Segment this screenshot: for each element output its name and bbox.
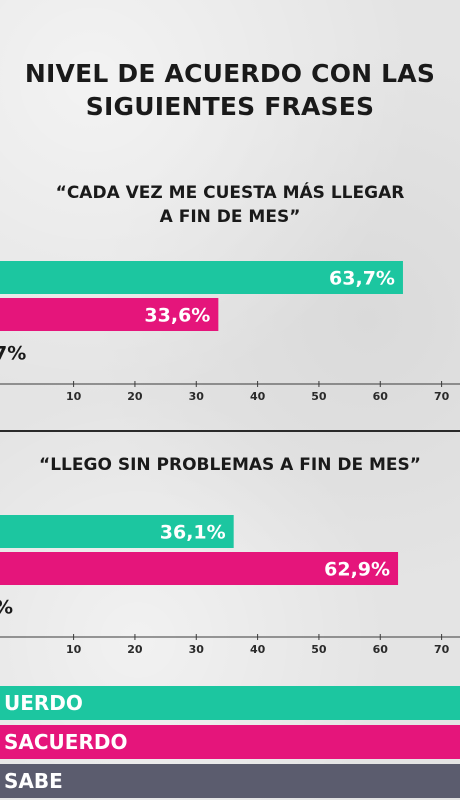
x-tick-label-1-20: 20 — [127, 390, 143, 403]
bar-1-desacuerdo — [0, 298, 219, 331]
page-title-line-2: SIGUIENTES FRASES — [85, 92, 375, 121]
chart-2-title-line-1: “LLEGO SIN PROBLEMAS A FIN DE MES” — [39, 455, 421, 475]
legend-acuerdo: UERDO — [0, 686, 460, 720]
chart-1-title-line-1: “CADA VEZ ME CUESTA MÁS LLEGAR — [55, 183, 405, 203]
bar-2-desacuerdo — [0, 552, 399, 585]
x-tick-label-2-10: 10 — [66, 643, 82, 656]
x-tick-label-2-40: 40 — [250, 643, 266, 656]
data-label-2-1: 36,1% — [160, 522, 226, 544]
bar-2-acuerdo — [0, 515, 234, 548]
chart-1-title: “CADA VEZ ME CUESTA MÁS LLEGAR A FIN DE … — [0, 181, 460, 229]
x-tick-label-1-70: 70 — [434, 390, 450, 403]
chart-2-title: “LLEGO SIN PROBLEMAS A FIN DE MES” — [0, 453, 460, 477]
x-tick-label-2-60: 60 — [373, 643, 389, 656]
x-tick-label-1-50: 50 — [311, 390, 327, 403]
x-tick-label-2-20: 20 — [127, 643, 143, 656]
x-tick-label-1-60: 60 — [373, 390, 389, 403]
x-tick-label-1-40: 40 — [250, 390, 266, 403]
x-tick-label-2-30: 30 — [189, 643, 205, 656]
bar-1-acuerdo — [0, 261, 403, 294]
data-label-2-2: 62,9% — [324, 559, 390, 581]
data-label-1-1: 63,7% — [329, 268, 395, 290]
x-tick-label-2-70: 70 — [434, 643, 450, 656]
section-divider — [0, 430, 460, 432]
legend-no-sabe: SABE — [0, 764, 460, 798]
x-tick-label-2-50: 50 — [311, 643, 327, 656]
data-label-1-2: 33,6% — [144, 305, 210, 327]
x-tick-label-1-30: 30 — [189, 390, 205, 403]
data-label-2-3: % — [0, 597, 13, 619]
chart-1-title-line-2: A FIN DE MES” — [159, 207, 301, 227]
page-title: NIVEL DE ACUERDO CON LAS SIGUIENTES FRAS… — [0, 57, 460, 123]
legend-desacuerdo: SACUERDO — [0, 725, 460, 759]
x-tick-label-1-10: 10 — [66, 390, 82, 403]
page-title-line-1: NIVEL DE ACUERDO CON LAS — [24, 59, 436, 88]
data-label-1-3: 7% — [0, 343, 26, 365]
